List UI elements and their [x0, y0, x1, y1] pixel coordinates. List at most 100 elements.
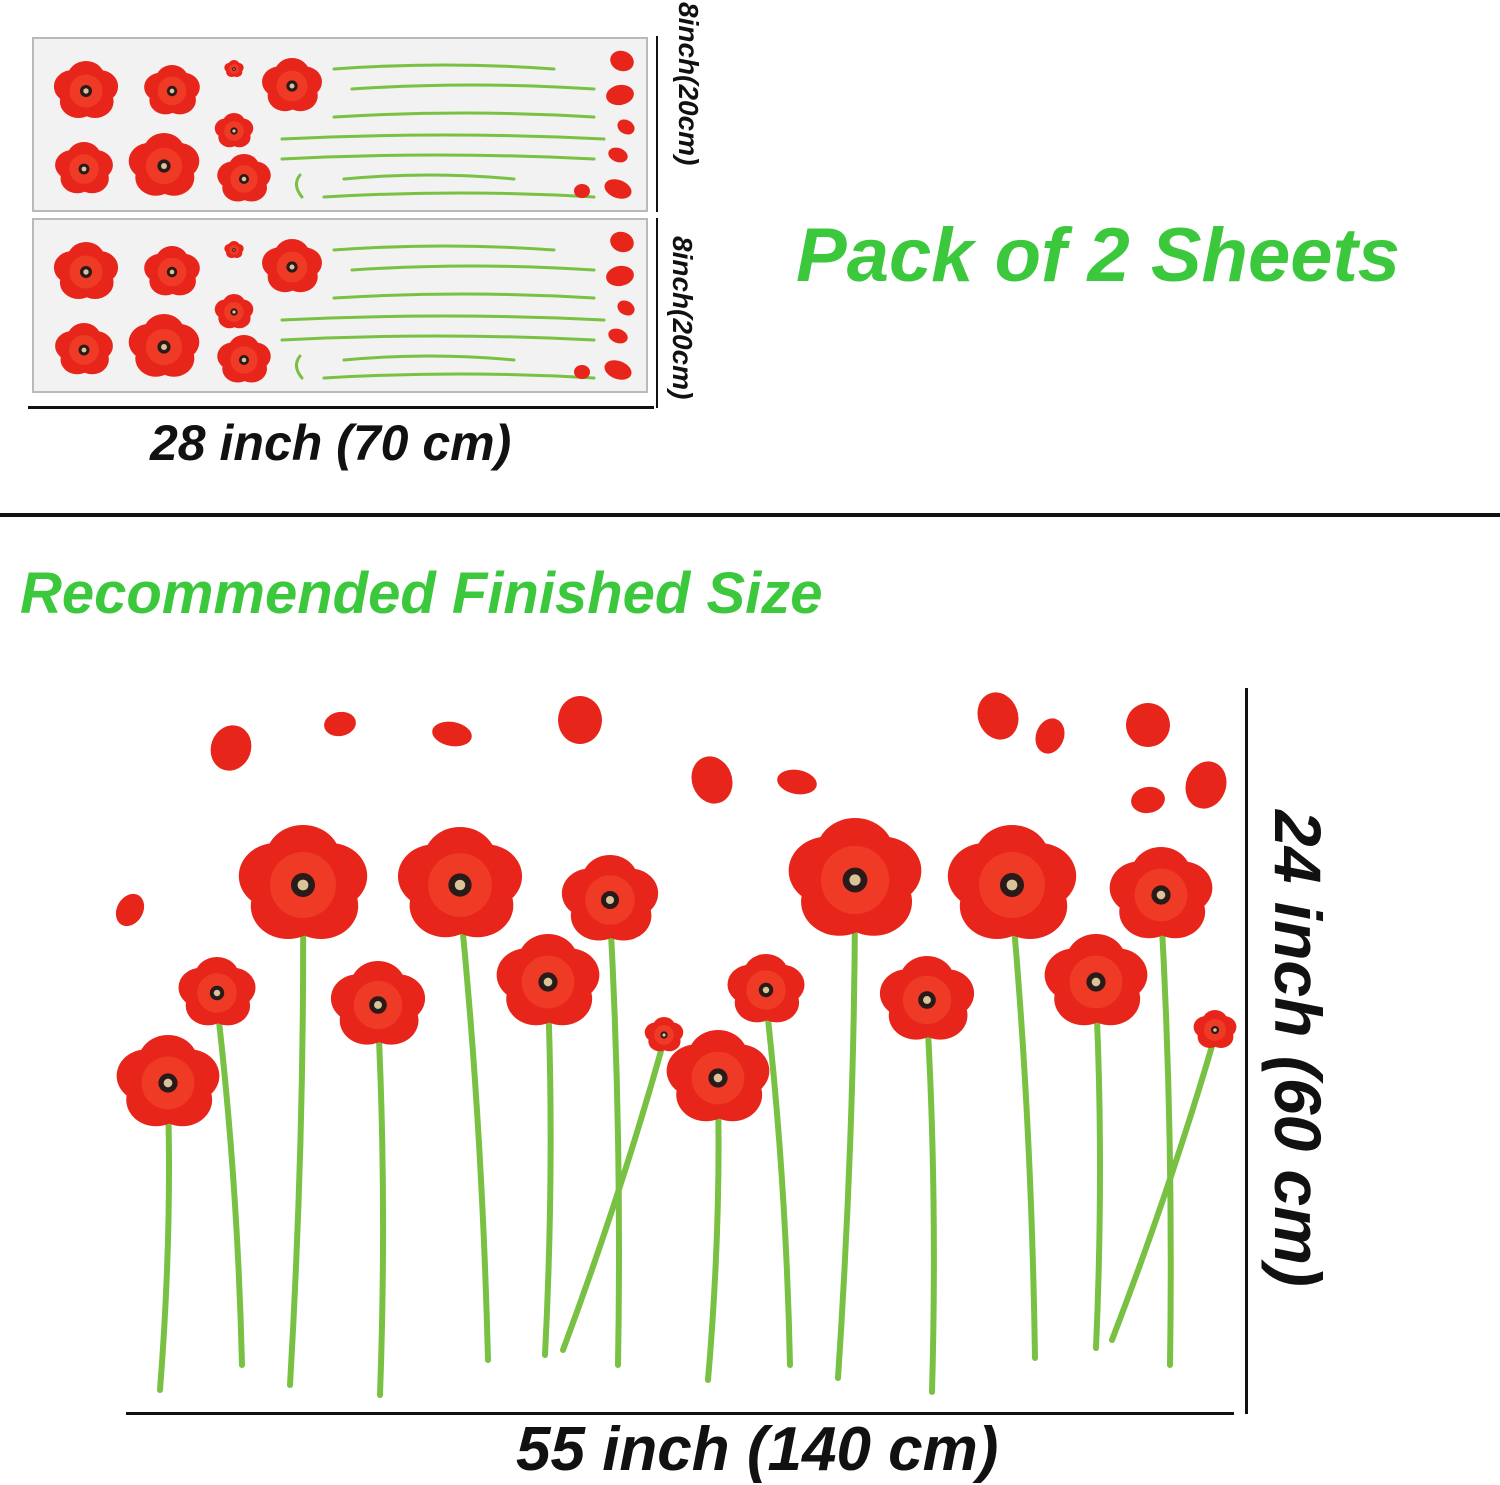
poppy-icon [116, 1035, 220, 1127]
poppy-icon [330, 961, 426, 1045]
poppy-icon [947, 825, 1077, 939]
stem-icon [295, 173, 304, 199]
petal-icon [115, 893, 145, 927]
finished-width-line [126, 1412, 1234, 1415]
petal-icon [777, 769, 817, 795]
petal-icon [574, 365, 590, 379]
finished-size-heading: Recommended Finished Size [20, 561, 823, 626]
petal-icon [617, 300, 635, 316]
stem-icon [1009, 900, 1038, 1361]
poppy-icon [144, 65, 200, 115]
finished-width-label: 55 inch (140 cm) [516, 1415, 999, 1484]
poppy-icon [561, 855, 659, 941]
poppy-icon [397, 827, 523, 938]
stem-icon [342, 354, 516, 362]
poppy-icon [53, 242, 119, 299]
petal-icon [606, 84, 634, 106]
stem-icon [280, 334, 596, 342]
stem-icon [214, 1000, 245, 1368]
poppy-icon [262, 239, 322, 293]
sheet-height-line-1 [656, 36, 658, 212]
stem-icon [560, 1037, 667, 1353]
stem-icon [287, 900, 307, 1388]
stem-icon [157, 1094, 172, 1393]
stem-icon [350, 83, 596, 91]
petal-icon [574, 184, 590, 198]
poppy-icon [217, 335, 271, 383]
poppy-icon [55, 142, 113, 194]
stem-icon [280, 153, 596, 161]
stem-icon [763, 997, 793, 1368]
finished-height-line [1245, 688, 1248, 1414]
stem-icon [295, 354, 304, 380]
poppy-icon [128, 133, 200, 196]
poppy-icon [224, 241, 244, 259]
petal-icon [610, 231, 634, 253]
poppy-icon [644, 1017, 684, 1052]
petal-icon [432, 721, 472, 747]
stem-icon [1093, 993, 1103, 1351]
stem-icon [835, 895, 858, 1381]
poppy-icon [53, 61, 119, 118]
stem-icon [607, 910, 622, 1368]
poppy-icon [178, 957, 256, 1026]
poppy-icon [55, 323, 113, 375]
petal-icon [1126, 703, 1170, 747]
petal-icon [324, 711, 356, 737]
stem-icon [350, 264, 596, 272]
petal-icon [608, 328, 628, 344]
sheet-1-artwork [53, 50, 635, 202]
petal-icon [210, 725, 252, 771]
sheet-height-line-2 [656, 218, 658, 408]
poppy-icon [128, 314, 200, 377]
poppy-icon [238, 825, 368, 939]
stem-icon [332, 111, 596, 119]
stem-icon [332, 244, 556, 252]
poppy-icon [214, 113, 254, 148]
petal-icon [558, 696, 602, 744]
poppy-icon [214, 294, 254, 329]
stem-icon [1109, 1033, 1218, 1343]
sticker-sheet-2 [32, 218, 648, 393]
poppy-icon [496, 934, 600, 1026]
sticker-sheet-1 [32, 37, 648, 212]
stem-icon [705, 1089, 722, 1383]
poppy-icon [144, 246, 200, 296]
petal-icon [606, 265, 634, 287]
stem-icon [280, 314, 606, 322]
petal-icon [608, 147, 628, 163]
sheet-width-line [28, 406, 654, 409]
stem-icon [322, 372, 596, 380]
petal-icon [604, 360, 632, 380]
poppy-icon [262, 58, 322, 112]
poppy-icon [788, 818, 922, 936]
poppy-icon [224, 60, 244, 78]
poppy-icon [1193, 1010, 1237, 1048]
petal-icon [617, 119, 635, 135]
sheet-2-artwork [53, 231, 635, 383]
petal-icon [1131, 786, 1165, 814]
stem-icon [924, 1010, 937, 1395]
petal-icon [1185, 761, 1227, 809]
poppy-icon [1109, 847, 1213, 939]
stem-icon [1158, 906, 1174, 1368]
poppy-icon [727, 954, 805, 1023]
petal-icon [691, 756, 733, 804]
poppy-icon [1044, 934, 1148, 1026]
petal-icon [1035, 718, 1065, 754]
stem-icon [280, 133, 606, 141]
stem-icon [332, 292, 596, 300]
stem-icon [342, 173, 516, 181]
stem-icon [332, 63, 556, 71]
petal-icon [977, 692, 1019, 740]
poppy-icon [217, 154, 271, 202]
petal-icon [604, 179, 632, 199]
stem-icon [457, 899, 491, 1363]
sheet-width-label: 28 inch (70 cm) [150, 415, 512, 471]
petal-icon [610, 50, 634, 72]
poppy-icon [879, 956, 975, 1040]
stem-icon [542, 993, 554, 1358]
poppy-icon [666, 1030, 770, 1122]
stem-icon [375, 1015, 387, 1398]
